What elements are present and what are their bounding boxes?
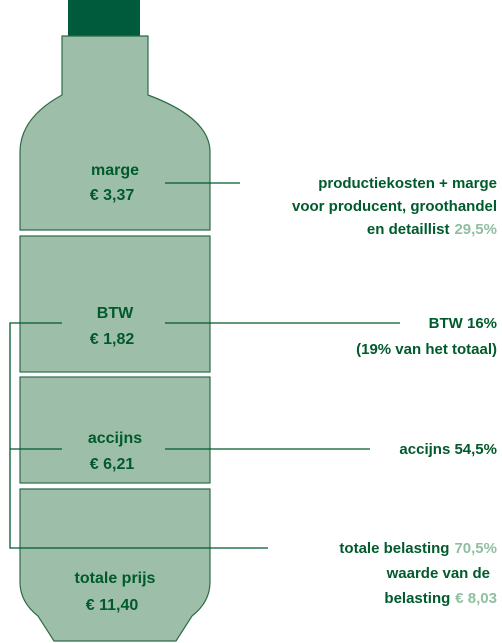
annotation-text: voor producent, groothandel [292, 198, 497, 215]
infographic: marge € 3,37 BTW € 1,82 accijns € 6,21 t… [0, 0, 502, 643]
annotation: accijns 54,5% [399, 441, 497, 458]
annotation: belasting € 8,03 [384, 590, 497, 607]
annotation: (19% van het totaal) [356, 341, 497, 358]
annotation: voor producent, groothandel [292, 198, 497, 215]
segment-value: € 1,82 [90, 331, 135, 348]
annotation-highlight: 70,5% [454, 540, 497, 557]
annotation-text: (19% van het totaal) [356, 341, 497, 358]
bottle-cap [68, 0, 140, 36]
segment-label: totale prijs [75, 570, 156, 587]
annotation-text: waarde van de [386, 565, 490, 582]
annotation-text: productiekosten + marge [318, 175, 497, 192]
segment-label: marge [91, 162, 139, 179]
annotation: totale belasting 70,5% [339, 540, 497, 557]
annotation-text: en detaillist [367, 221, 450, 238]
annotation-highlight: € 8,03 [455, 590, 497, 607]
segment-label: BTW [97, 305, 134, 322]
bottle-segment [20, 489, 210, 641]
annotation: BTW 16% [429, 315, 497, 332]
segment-value: € 11,40 [86, 597, 139, 614]
annotation: productiekosten + marge [318, 175, 497, 192]
annotation-text: belasting [384, 590, 450, 607]
annotation-text: totale belasting [339, 540, 449, 557]
annotation-text: BTW 16% [429, 315, 497, 332]
annotation-highlight: 29,5% [454, 221, 497, 238]
bottle-segment [20, 236, 210, 372]
annotation: waarde van de [386, 565, 490, 582]
segment-value: € 6,21 [90, 456, 135, 473]
segment-value: € 3,37 [90, 187, 135, 204]
annotation-text: accijns 54,5% [399, 441, 497, 458]
segment-label: accijns [88, 430, 142, 447]
